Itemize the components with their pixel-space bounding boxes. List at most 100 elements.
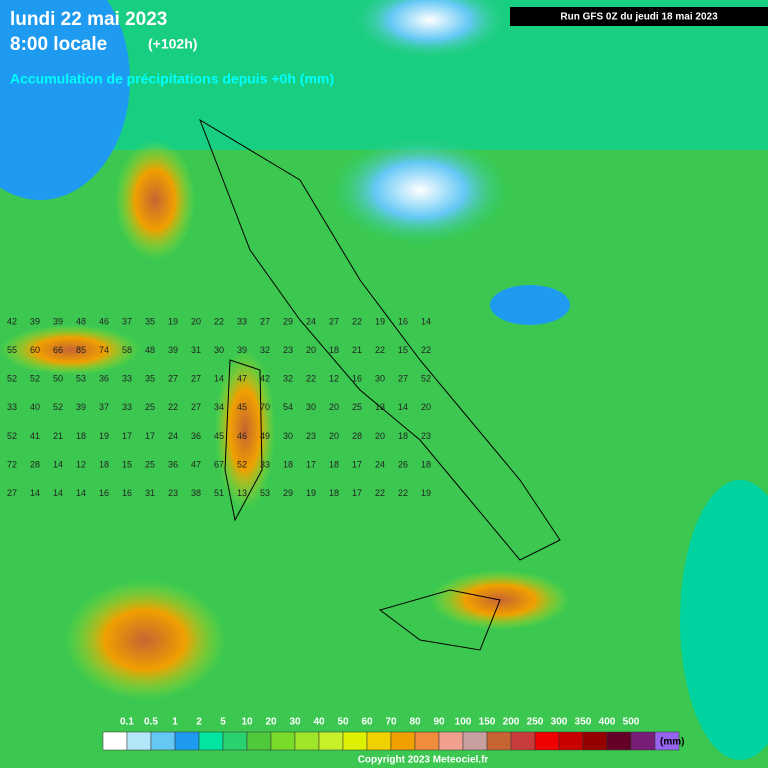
coastline bbox=[224, 359, 263, 522]
grid-value: 23 bbox=[168, 488, 178, 498]
grid-value: 17 bbox=[145, 431, 155, 441]
legend-label: 20 bbox=[265, 717, 277, 728]
grid-value: 21 bbox=[53, 431, 63, 441]
grid-value: 16 bbox=[398, 316, 408, 326]
grid-value: 49 bbox=[260, 431, 270, 441]
grid-value: 18 bbox=[283, 459, 293, 469]
grid-value: 51 bbox=[214, 488, 224, 498]
grid-value: 52 bbox=[53, 402, 63, 412]
grid-value: 27 bbox=[168, 374, 178, 384]
grid-value: 20 bbox=[191, 316, 201, 326]
grid-value: 22 bbox=[214, 316, 224, 326]
grid-value: 18 bbox=[99, 459, 109, 469]
grid-value: 30 bbox=[375, 374, 385, 384]
legend-swatch bbox=[174, 731, 200, 751]
grid-value: 23 bbox=[421, 431, 431, 441]
grid-value: 14 bbox=[214, 374, 224, 384]
rain-zone bbox=[350, 0, 510, 60]
legend-swatch bbox=[462, 731, 488, 751]
legend-label: 70 bbox=[385, 717, 397, 728]
grid-value: 41 bbox=[30, 431, 40, 441]
grid-value: 39 bbox=[237, 345, 247, 355]
grid-value: 53 bbox=[76, 374, 86, 384]
grid-value: 22 bbox=[168, 402, 178, 412]
grid-value: 12 bbox=[76, 459, 86, 469]
grid-value: 31 bbox=[145, 488, 155, 498]
grid-value: 36 bbox=[191, 431, 201, 441]
grid-value: 22 bbox=[352, 316, 362, 326]
copyright: Copyright 2023 Meteociel.fr bbox=[358, 755, 489, 766]
rain-zone bbox=[490, 285, 570, 325]
grid-value: 19 bbox=[168, 316, 178, 326]
grid-value: 37 bbox=[99, 402, 109, 412]
grid-value: 33 bbox=[260, 459, 270, 469]
grid-value: 14 bbox=[53, 488, 63, 498]
grid-value: 46 bbox=[237, 431, 247, 441]
legend-swatch bbox=[606, 731, 632, 751]
legend-swatch bbox=[150, 731, 176, 751]
grid-value: 39 bbox=[30, 316, 40, 326]
grid-value: 19 bbox=[421, 488, 431, 498]
rain-zone bbox=[65, 580, 225, 700]
legend-swatch bbox=[534, 731, 560, 751]
grid-value: 17 bbox=[306, 459, 316, 469]
legend-swatch bbox=[438, 731, 464, 751]
grid-value: 19 bbox=[99, 431, 109, 441]
grid-value: 28 bbox=[30, 459, 40, 469]
grid-value: 18 bbox=[421, 459, 431, 469]
rain-zone bbox=[0, 0, 130, 200]
grid-value: 15 bbox=[398, 345, 408, 355]
grid-value: 39 bbox=[168, 345, 178, 355]
grid-value: 14 bbox=[30, 488, 40, 498]
grid-value: 39 bbox=[53, 316, 63, 326]
legend-label: 400 bbox=[599, 717, 616, 728]
grid-value: 24 bbox=[375, 459, 385, 469]
grid-value: 18 bbox=[76, 431, 86, 441]
legend-swatch bbox=[366, 731, 392, 751]
grid-value: 27 bbox=[260, 316, 270, 326]
legend-swatch bbox=[318, 731, 344, 751]
grid-value: 22 bbox=[398, 488, 408, 498]
grid-value: 18 bbox=[329, 488, 339, 498]
grid-value: 33 bbox=[122, 402, 132, 412]
grid-value: 74 bbox=[99, 345, 109, 355]
rain-zone bbox=[115, 140, 195, 260]
rain-zone bbox=[0, 325, 140, 375]
run-box bbox=[510, 7, 768, 26]
date: lundi 22 mai 2023 bbox=[10, 9, 167, 30]
grid-value: 27 bbox=[191, 402, 201, 412]
grid-value: 14 bbox=[398, 402, 408, 412]
grid-value: 18 bbox=[329, 345, 339, 355]
legend-unit: (mm) bbox=[660, 737, 684, 748]
grid-value: 20 bbox=[329, 402, 339, 412]
grid-value: 22 bbox=[421, 345, 431, 355]
legend-label: 500 bbox=[623, 717, 640, 728]
grid-value: 26 bbox=[398, 459, 408, 469]
legend-label: 5 bbox=[220, 717, 226, 728]
legend-swatch bbox=[222, 731, 248, 751]
grid-value: 13 bbox=[237, 488, 247, 498]
legend-label: 200 bbox=[503, 717, 520, 728]
legend-label: 100 bbox=[455, 717, 472, 728]
grid-value: 15 bbox=[122, 459, 132, 469]
grid-value: 20 bbox=[421, 402, 431, 412]
grid-value: 17 bbox=[352, 488, 362, 498]
grid-value: 23 bbox=[306, 431, 316, 441]
grid-value: 28 bbox=[352, 431, 362, 441]
grid-value: 52 bbox=[7, 431, 17, 441]
grid-value: 32 bbox=[260, 345, 270, 355]
grid-value: 21 bbox=[352, 345, 362, 355]
legend-swatch bbox=[414, 731, 440, 751]
grid-value: 47 bbox=[237, 374, 247, 384]
legend-swatch bbox=[390, 731, 416, 751]
grid-value: 42 bbox=[260, 374, 270, 384]
grid-value: 24 bbox=[306, 316, 316, 326]
legend-label: 90 bbox=[433, 717, 445, 728]
grid-value: 39 bbox=[76, 402, 86, 412]
grid-value: 13 bbox=[375, 402, 385, 412]
grid-value: 33 bbox=[237, 316, 247, 326]
grid-value: 25 bbox=[352, 402, 362, 412]
grid-value: 31 bbox=[191, 345, 201, 355]
grid-value: 16 bbox=[99, 488, 109, 498]
